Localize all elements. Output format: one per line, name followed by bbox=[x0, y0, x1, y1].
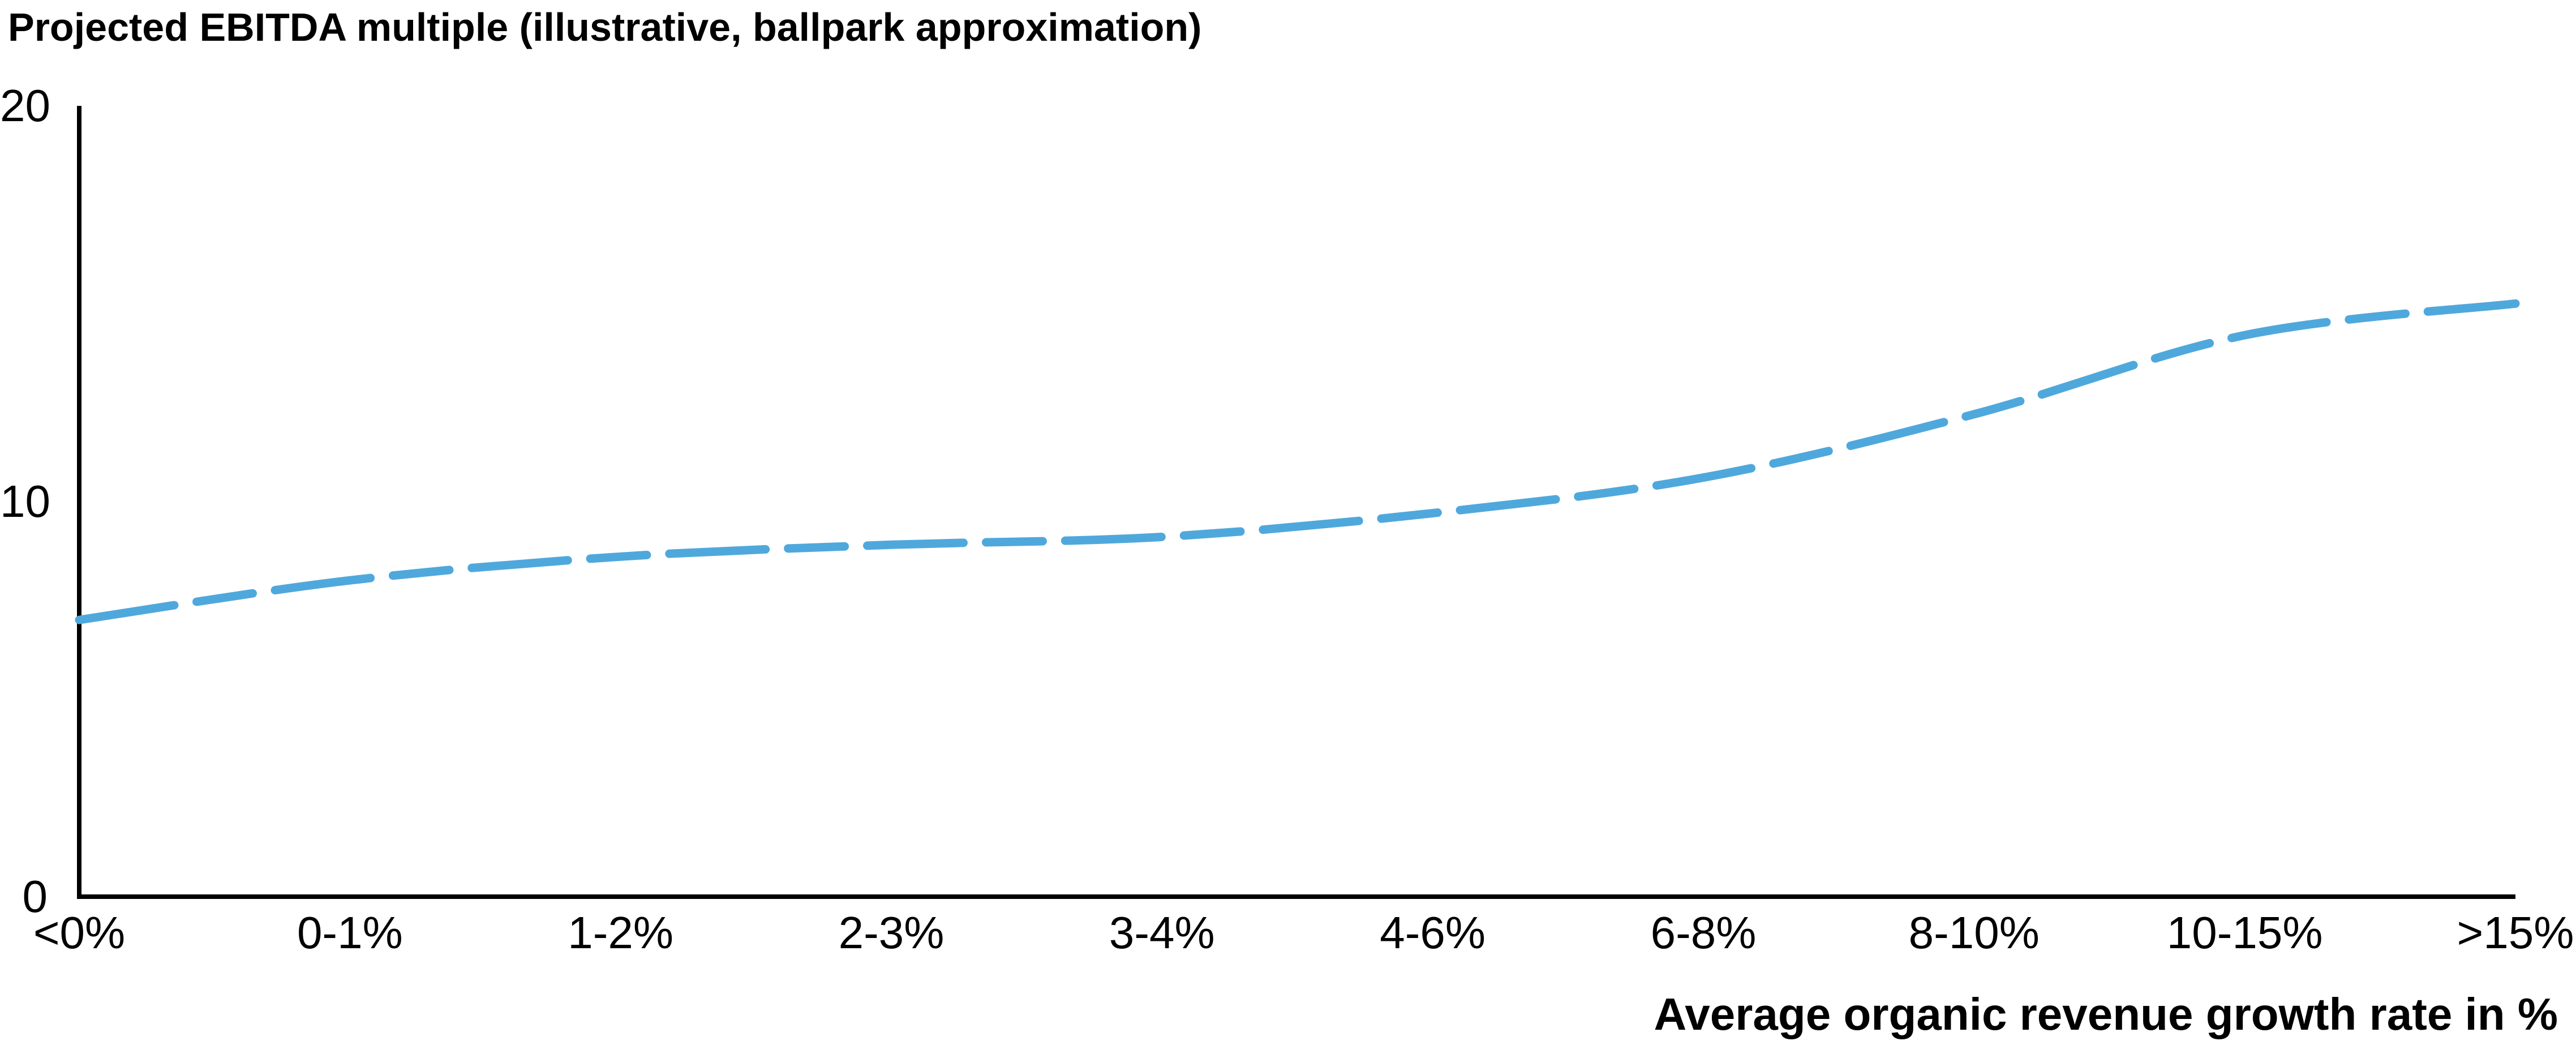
x-tick-label: 2-3% bbox=[838, 907, 944, 958]
x-tick-label: 8-10% bbox=[1908, 907, 2040, 958]
ebitda-multiple-line bbox=[75, 299, 2520, 624]
y-tick-label: 20 bbox=[0, 80, 50, 131]
x-tick-label: >15% bbox=[2457, 907, 2574, 958]
y-tick-label: 10 bbox=[0, 476, 50, 526]
x-tick-label: 0-1% bbox=[297, 907, 403, 958]
y-tick-label: 0 bbox=[22, 871, 48, 922]
x-tick-label: <0% bbox=[33, 907, 126, 958]
x-tick-label: 1-2% bbox=[568, 907, 674, 958]
x-tick-label: 4-6% bbox=[1380, 907, 1486, 958]
x-tick-label: 10-15% bbox=[2166, 907, 2323, 958]
x-axis-label: Average organic revenue growth rate in % bbox=[1654, 989, 2558, 1039]
x-tick-label: 3-4% bbox=[1109, 907, 1215, 958]
x-tick-label: 6-8% bbox=[1650, 907, 1757, 958]
chart-title: Projected EBITDA multiple (illustrative,… bbox=[8, 5, 1202, 49]
